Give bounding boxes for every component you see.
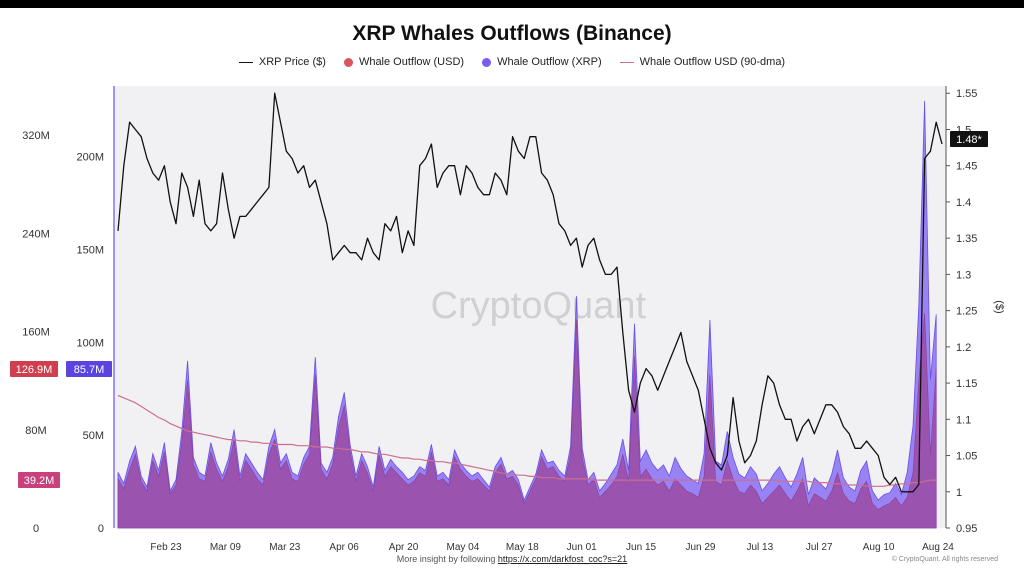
legend-price-label: XRP Price ($): [258, 56, 326, 68]
legend-dma-swatch: [619, 61, 634, 63]
legend-usd-label: Whale Outflow (USD): [358, 56, 465, 68]
legend-item-price[interactable]: XRP Price ($): [238, 56, 326, 68]
x-tick-label: Jul 13: [747, 542, 774, 553]
chart-legend: XRP Price ($) Whale Outflow (USD) Whale …: [0, 56, 1024, 68]
xrp-tick-label: 50M: [83, 430, 104, 442]
series-price-line: [117, 92, 943, 493]
legend-dma-label: Whale Outflow USD (90-dma): [639, 56, 786, 68]
footer-text: More insight by following: [396, 554, 496, 564]
x-tick-label: May 04: [447, 542, 480, 553]
x-tick-label: Feb 23: [150, 542, 182, 553]
badge-usd-current: 126.9M: [16, 364, 53, 376]
price-tick-label: 1.05: [956, 451, 977, 463]
series-dma-line: [117, 394, 937, 487]
usd-tick-label: 160M: [22, 327, 50, 339]
legend-price-swatch: [238, 61, 253, 63]
x-tick-label: Apr 20: [389, 542, 419, 553]
x-tick-label: Apr 06: [329, 542, 359, 553]
usd-tick-label: 240M: [22, 228, 50, 240]
badge-dma-current-bg: [18, 472, 60, 488]
usd-tick-label: 320M: [22, 130, 50, 142]
copyright: © CryptoQuant. All rights reserved: [891, 556, 998, 563]
chart-title: XRP Whales Outflows (Binance): [352, 22, 672, 45]
legend-xrp-label: Whale Outflow (XRP): [497, 56, 602, 68]
badge-dma-current: 39.2M: [24, 475, 55, 487]
price-tick-label: 1.25: [956, 306, 977, 318]
legend-item-usd[interactable]: Whale Outflow (USD): [343, 56, 465, 68]
x-tick-label: May 18: [506, 542, 539, 553]
x-tick-label: Aug 10: [863, 542, 895, 553]
badge-xrp-current: 85.7M: [74, 364, 105, 376]
price-tick-label: 1.2: [956, 342, 971, 354]
x-tick-label: Jun 29: [685, 542, 715, 553]
legend-xrp-swatch: [482, 57, 492, 67]
x-tick-label: Jun 15: [626, 542, 656, 553]
usd-tick-label: 80M: [25, 425, 46, 437]
badge-xrp-current-bg: [66, 361, 112, 377]
footer-link[interactable]: https://x.com/darkfost_coc?s=21: [497, 554, 628, 564]
badge-price-current: 1.48*: [956, 134, 982, 146]
price-tick-label: 1.15: [956, 378, 977, 390]
legend-item-dma[interactable]: Whale Outflow USD (90-dma): [619, 56, 786, 68]
xrp-tick-label: 200M: [76, 152, 104, 164]
price-tick-label: 1.45: [956, 161, 977, 173]
price-tick-label: 0.95: [956, 523, 977, 535]
x-tick-label: Mar 23: [269, 542, 301, 553]
series-usd-area: [117, 313, 937, 529]
price-tick-label: 1.3: [956, 269, 971, 281]
xrp-tick-label: 150M: [76, 244, 104, 256]
footer: More insight by following https://x.com/…: [0, 554, 1024, 564]
x-tick-label: Aug 24: [922, 542, 954, 553]
price-tick-label: 1.4: [956, 197, 971, 209]
xrp-tick-label: 100M: [76, 337, 104, 349]
price-tick-label: 1: [956, 487, 962, 499]
legend-usd-swatch: [343, 57, 353, 67]
legend-item-xrp[interactable]: Whale Outflow (XRP): [482, 56, 602, 68]
plot-area: [114, 86, 946, 528]
usd-tick-label: 0: [33, 523, 39, 535]
badge-usd-current-bg: [10, 361, 58, 377]
right-axis-label: ($): [993, 300, 1005, 313]
price-tick-label: 1.35: [956, 233, 977, 245]
x-tick-label: Mar 09: [210, 542, 242, 553]
badge-price-current-bg: [950, 131, 988, 147]
watermark: CryptoQuant: [431, 285, 647, 327]
x-tick-label: Jul 27: [806, 542, 833, 553]
price-tick-label: 1.1: [956, 414, 971, 426]
xrp-tick-label: 0: [98, 523, 104, 535]
x-tick-label: Jun 01: [567, 542, 597, 553]
price-tick-label: 1.55: [956, 88, 977, 100]
